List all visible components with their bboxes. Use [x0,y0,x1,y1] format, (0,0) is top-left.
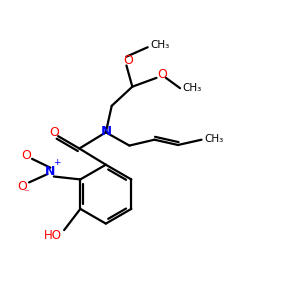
Text: HO: HO [44,229,62,242]
Text: ⁻: ⁻ [23,189,29,199]
Text: O: O [21,149,31,162]
Text: O: O [123,54,133,67]
Text: N: N [100,125,111,138]
Text: O: O [157,68,167,81]
Text: CH₃: CH₃ [183,83,202,93]
Text: O: O [18,180,28,193]
Text: CH₃: CH₃ [204,134,224,144]
Text: +: + [53,158,61,167]
Text: CH₃: CH₃ [150,40,170,50]
Text: N: N [45,165,56,178]
Text: O: O [49,126,59,139]
